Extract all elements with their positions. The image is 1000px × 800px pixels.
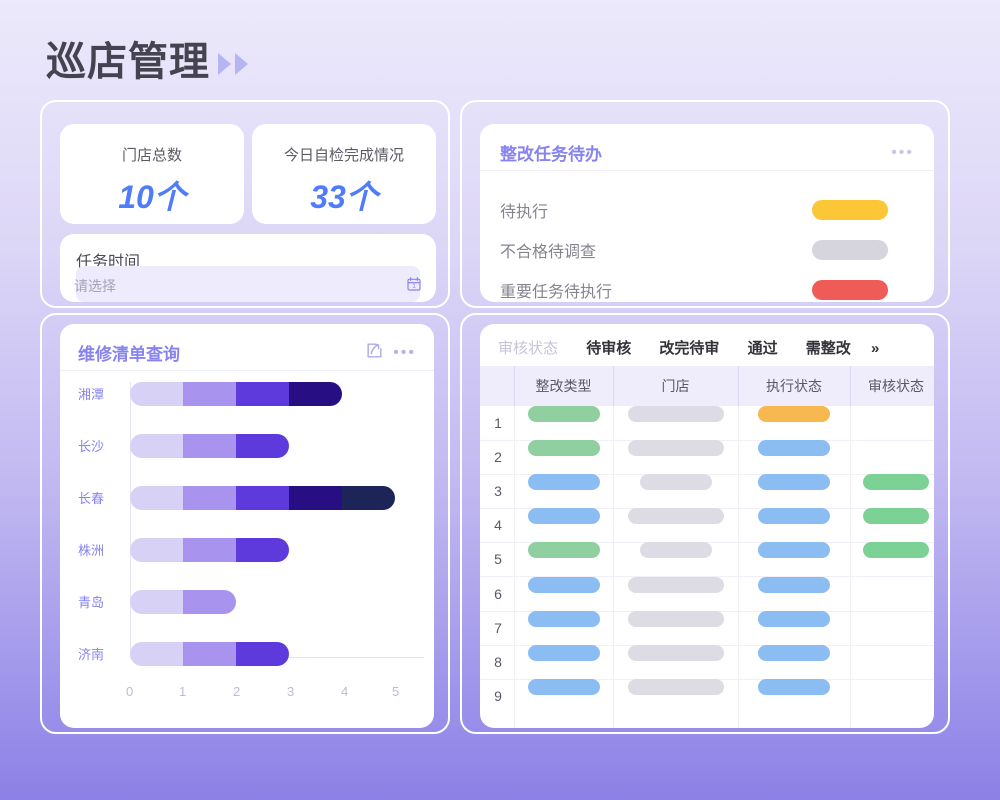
svg-text:1: 1 (412, 284, 416, 290)
